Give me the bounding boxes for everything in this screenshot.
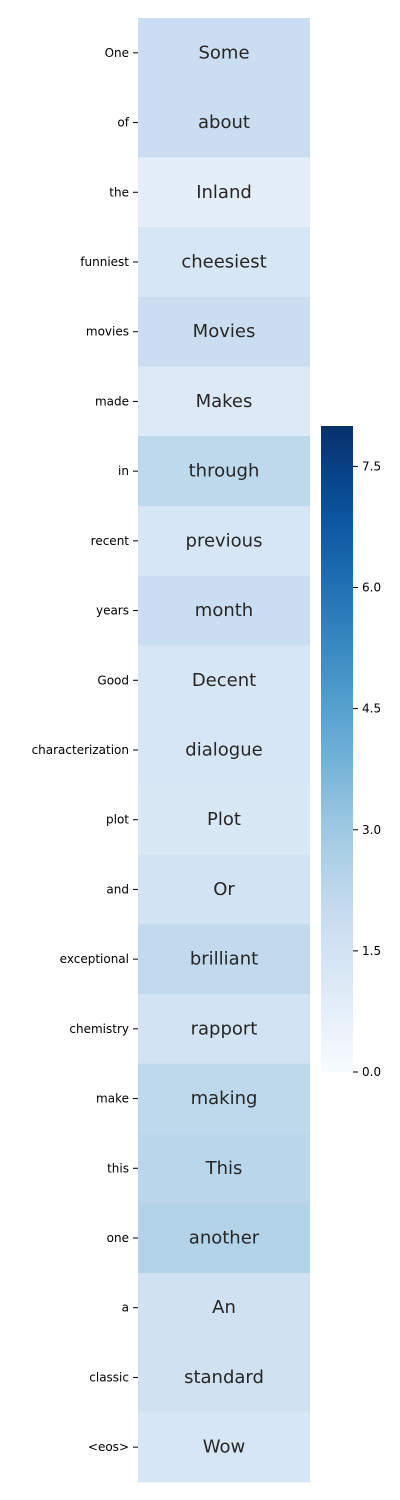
row-label: plot	[106, 813, 129, 827]
cell-text: about	[198, 112, 250, 133]
colorbar-tick-label: 0.0	[362, 1065, 381, 1079]
colorbar-tick-label: 1.5	[362, 944, 381, 958]
row-label: of	[117, 116, 129, 130]
cell-text: Wow	[203, 1437, 245, 1458]
cell-text: Movies	[193, 321, 256, 342]
cell-text: This	[205, 1158, 243, 1179]
heatmap-cell	[138, 1272, 310, 1344]
row-label: and	[106, 882, 129, 896]
row-label: recent	[91, 534, 130, 548]
row-label: the	[109, 185, 129, 199]
row-label: <eos>	[88, 1440, 129, 1454]
heatmap-cell	[138, 1342, 310, 1413]
row-label: classic	[89, 1370, 129, 1384]
colorbar-tick-label: 3.0	[362, 823, 381, 837]
cell-text: dialogue	[185, 740, 262, 761]
heatmap-cell	[138, 575, 310, 646]
row-label: a	[122, 1301, 129, 1315]
heatmap-cell	[138, 227, 310, 298]
cell-text: Makes	[196, 391, 253, 412]
cell-text: another	[189, 1228, 260, 1249]
cell-text: month	[195, 600, 253, 621]
row-label: One	[105, 46, 129, 60]
cell-text: Some	[198, 42, 249, 63]
row-label: characterization	[32, 743, 129, 757]
colorbar-tick-label: 7.5	[362, 459, 381, 473]
heatmap-cell	[138, 715, 310, 786]
cell-text: previous	[186, 530, 263, 551]
cell-text: Inland	[196, 182, 252, 203]
row-label: funniest	[80, 255, 129, 269]
cell-text: rapport	[191, 1018, 258, 1039]
heatmap-cell	[138, 506, 310, 577]
cell-text: Decent	[192, 670, 256, 691]
heatmap-cell	[138, 436, 310, 507]
row-label: made	[95, 394, 129, 408]
heatmap-cells: Some about Inland cheesiest Movies Makes throu…	[138, 18, 310, 1483]
cell-text: brilliant	[190, 949, 258, 970]
colorbar-tick-label: 6.0	[362, 581, 381, 595]
row-label: years	[96, 604, 129, 618]
heatmap-cell	[138, 994, 310, 1065]
cell-text: cheesiest	[181, 252, 266, 273]
heatmap-cell	[138, 296, 310, 368]
row-label: make	[96, 1092, 129, 1106]
row-label: exceptional	[60, 952, 129, 966]
row-labels: One of the funniest movies made in recent years G…	[32, 46, 138, 1454]
heatmap-cell	[138, 645, 310, 716]
row-label: in	[118, 464, 129, 478]
heatmap-cell	[138, 1063, 310, 1134]
cell-text: making	[191, 1088, 258, 1109]
heatmap-cell	[138, 366, 310, 437]
colorbar-gradient	[321, 426, 353, 1072]
row-label: Good	[97, 673, 129, 687]
heatmap-cell	[138, 157, 310, 228]
colorbar: 0.0 1.5 3.0 4.5 6.0 7.5	[321, 426, 381, 1079]
heatmap-cell	[138, 1203, 310, 1274]
row-label: movies	[86, 325, 129, 339]
cell-text: Or	[213, 879, 235, 900]
heatmap-cell	[138, 854, 310, 925]
heatmap-cell	[138, 924, 310, 995]
cell-text: standard	[184, 1367, 264, 1388]
row-label: this	[107, 1161, 129, 1175]
row-label: chemistry	[69, 1022, 129, 1036]
cell-text: Plot	[207, 809, 241, 830]
heatmap-cell	[138, 1133, 310, 1204]
cell-text: An	[212, 1297, 236, 1318]
heatmap-cell	[138, 87, 310, 158]
heatmap-cell	[138, 1412, 310, 1483]
row-label: one	[107, 1231, 129, 1245]
colorbar-tick-label: 4.5	[362, 702, 381, 716]
heatmap-cell	[138, 18, 310, 89]
cell-text: through	[189, 461, 260, 482]
heatmap-cell	[138, 784, 310, 856]
